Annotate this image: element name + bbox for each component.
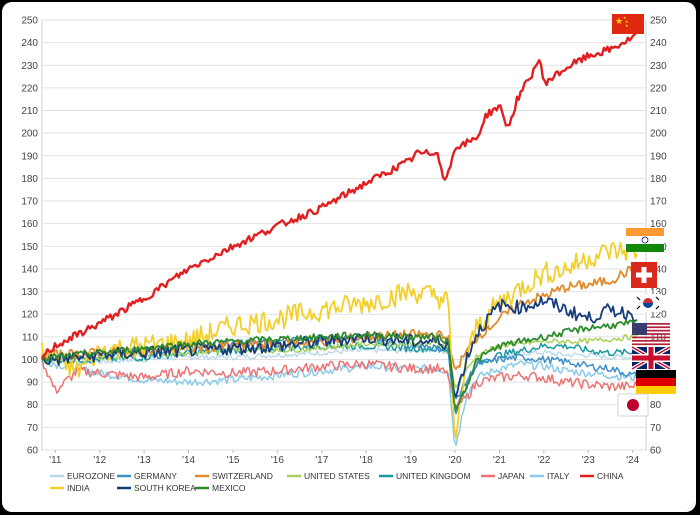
legend-label: UNITED STATES — [304, 471, 370, 481]
legend-item-south-korea: SOUTH KOREA — [117, 483, 196, 493]
y-tick-label: 140 — [21, 264, 38, 275]
legend-item-eurozone: EUROZONE — [50, 471, 116, 481]
legend-item-united-states: UNITED STATES — [287, 471, 370, 481]
legend-label: EUROZONE — [67, 471, 116, 481]
y-tick-label: 210 — [21, 106, 38, 117]
japan-flag-icon — [617, 393, 649, 417]
y-tick-label-right: 250 — [650, 16, 667, 27]
svg-text:★: ★ — [615, 16, 623, 26]
x-tick-label: '17 — [315, 455, 328, 466]
y-tick-label-right: 160 — [650, 219, 667, 230]
x-tick-label: '12 — [93, 455, 106, 466]
x-tick-label: '22 — [537, 455, 550, 466]
series-line-japan — [41, 356, 638, 407]
y-tick-label: 200 — [21, 129, 38, 140]
united-kingdom-flag-icon — [630, 345, 672, 371]
y-axis-left: 60 70 80 90 100 110 120 130 140 150 160 170 180 190 20… — [21, 16, 38, 457]
y-tick-label: 90 — [27, 378, 39, 389]
grid-lines — [42, 19, 646, 451]
x-tick-label: '20 — [449, 455, 462, 466]
svg-text:★: ★ — [623, 15, 627, 20]
y-tick-label: 230 — [21, 61, 38, 72]
country-flags: ★ ★★★ — [612, 14, 676, 417]
legend-label: SWITZERLAND — [212, 471, 273, 481]
y-tick-label-right: 120 — [650, 310, 667, 321]
y-tick-label-right: 200 — [650, 129, 667, 140]
y-tick-label: 180 — [21, 174, 38, 185]
legend-item-china: CHINA — [580, 471, 624, 481]
y-tick-label: 80 — [27, 400, 39, 411]
legend-label: INDIA — [67, 483, 90, 493]
series-line-south-korea — [41, 296, 638, 398]
india-flag-icon — [626, 228, 664, 252]
legend-label: GERMANY — [134, 471, 177, 481]
y-tick-label-right: 70 — [650, 423, 662, 434]
legend-label: JAPAN — [498, 471, 525, 481]
svg-text:★: ★ — [625, 19, 629, 24]
y-tick-label: 100 — [21, 355, 38, 366]
legend-item-italy: ITALY — [530, 471, 570, 481]
y-tick-label: 160 — [21, 219, 38, 230]
x-tick-label: '21 — [493, 455, 506, 466]
series-line-china — [40, 31, 638, 360]
legend: EUROZONE GERMANY SWITZERLAND UNITED STATES U… — [50, 471, 624, 493]
y-tick-label: 150 — [21, 242, 38, 253]
y-tick-label: 130 — [21, 287, 38, 298]
legend-label: CHINA — [597, 471, 624, 481]
svg-text:★: ★ — [625, 23, 629, 28]
y-tick-label: 250 — [21, 16, 38, 27]
y-tick-label-right: 220 — [650, 83, 667, 94]
y-tick-label-right: 240 — [650, 38, 667, 49]
y-tick-label-right: 230 — [650, 61, 667, 72]
x-axis: '11 '12 '13 '14 '15 '16 '17 '18 '19 '20 '21 '22 '23 '… — [49, 450, 640, 466]
y-tick-label-right: 210 — [650, 106, 667, 117]
legend-label: MEXICO — [212, 483, 246, 493]
y-tick-label: 240 — [21, 38, 38, 49]
series-line-mexico — [41, 319, 638, 411]
x-tick-label: '24 — [626, 455, 639, 466]
x-tick-label: '23 — [582, 455, 595, 466]
x-tick-label: '14 — [182, 455, 195, 466]
y-tick-label: 170 — [21, 197, 38, 208]
y-tick-label: 220 — [21, 83, 38, 94]
legend-item-mexico: MEXICO — [195, 483, 246, 493]
series-lines — [40, 31, 638, 447]
legend-item-switzerland: SWITZERLAND — [195, 471, 273, 481]
legend-item-united-kingdom: UNITED KINGDOM — [379, 471, 471, 481]
y-tick-label: 120 — [21, 310, 38, 321]
y-tick-label: 110 — [22, 332, 38, 343]
series-line-italy — [41, 358, 638, 447]
y-tick-label-right: 60 — [650, 446, 662, 457]
legend-label: SOUTH KOREA — [134, 483, 196, 493]
x-tick-label: '13 — [138, 455, 151, 466]
y-tick-label: 190 — [21, 151, 38, 162]
y-tick-label-right: 80 — [650, 400, 662, 411]
united-states-flag-icon — [632, 323, 670, 346]
china-flag-icon: ★ ★★★ — [612, 14, 644, 34]
y-tick-label-right: 140 — [650, 264, 667, 275]
plot-area — [41, 19, 647, 451]
y-tick-label: 70 — [27, 423, 39, 434]
y-tick-label-right: 190 — [650, 151, 667, 162]
legend-label: ITALY — [547, 471, 570, 481]
series-line-india — [41, 241, 638, 439]
y-tick-label: 60 — [27, 446, 39, 457]
x-tick-label: '11 — [49, 455, 62, 466]
legend-item-india: INDIA — [50, 483, 90, 493]
y-tick-label-right: 180 — [650, 174, 667, 185]
legend-label: UNITED KINGDOM — [396, 471, 471, 481]
x-tick-label: '19 — [404, 455, 417, 466]
legend-item-germany: GERMANY — [117, 471, 177, 481]
south-korea-flag-icon — [635, 294, 661, 312]
y-tick-label-right: 170 — [650, 197, 667, 208]
switzerland-flag-icon — [631, 262, 657, 288]
germany-flag-icon — [636, 370, 676, 394]
legend-item-japan: JAPAN — [481, 471, 525, 481]
x-tick-label: '15 — [226, 455, 239, 466]
y-tick-label-right: 130 — [650, 287, 667, 298]
x-tick-label: '16 — [271, 455, 284, 466]
x-tick-label: '18 — [360, 455, 373, 466]
